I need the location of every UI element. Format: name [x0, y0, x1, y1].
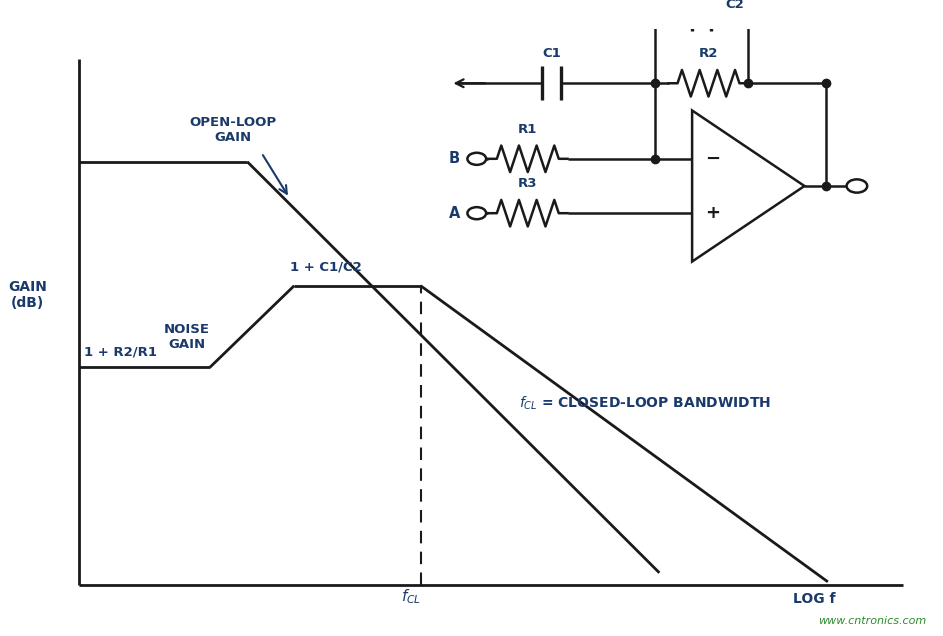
Text: LOG f: LOG f — [792, 592, 835, 606]
Text: −: − — [705, 150, 720, 168]
Text: C1: C1 — [542, 47, 561, 60]
Text: R3: R3 — [518, 177, 538, 190]
Circle shape — [468, 207, 487, 219]
Text: R1: R1 — [518, 123, 538, 136]
Circle shape — [847, 179, 868, 193]
Text: 1 + R2/R1: 1 + R2/R1 — [84, 345, 157, 358]
Text: C2: C2 — [725, 0, 744, 11]
Text: NOISE
GAIN: NOISE GAIN — [163, 323, 209, 351]
Text: $f_{CL}$: $f_{CL}$ — [401, 587, 422, 606]
Text: B: B — [449, 151, 460, 166]
Circle shape — [468, 153, 487, 165]
Text: +: + — [705, 204, 720, 222]
Text: $f_{CL}$ = CLOSED-LOOP BANDWIDTH: $f_{CL}$ = CLOSED-LOOP BANDWIDTH — [520, 395, 771, 412]
Text: A: A — [449, 205, 460, 221]
Text: R2: R2 — [699, 47, 719, 60]
Text: 1 + C1/C2: 1 + C1/C2 — [290, 261, 361, 273]
Text: www.cntronics.com: www.cntronics.com — [818, 616, 926, 626]
Text: OPEN-LOOP
GAIN: OPEN-LOOP GAIN — [190, 116, 277, 144]
Text: GAIN
(dB): GAIN (dB) — [8, 280, 47, 310]
